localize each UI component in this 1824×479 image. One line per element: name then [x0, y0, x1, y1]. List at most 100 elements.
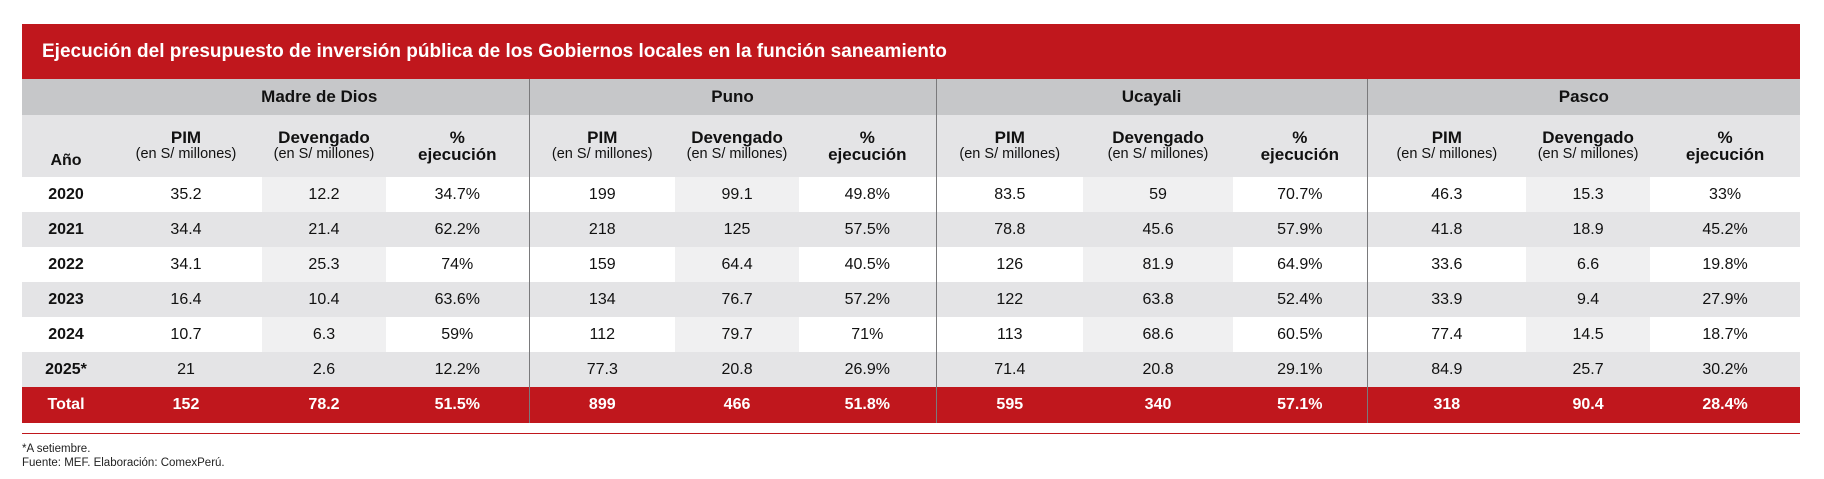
value-cell: 6.6: [1526, 247, 1651, 282]
ejecucion-header-label: %: [1292, 128, 1308, 147]
value-cell: 20.8: [675, 352, 800, 387]
table-row: 2023 16.4 10.4 63.6% 134 76.7 57.2% 122 63.8 52.4…: [22, 282, 1801, 317]
year-cell: 2021: [22, 212, 110, 247]
value-cell: 76.7: [675, 282, 800, 317]
value-cell: 113: [935, 317, 1084, 352]
value-cell: 126: [935, 247, 1084, 282]
table-title: Ejecución del presupuesto de inversión p…: [42, 40, 947, 62]
value-cell: 26.9%: [799, 352, 937, 387]
ejecucion-header: % ejecución: [386, 115, 530, 177]
year-cell: 2020: [22, 177, 110, 212]
value-cell: 34.1: [110, 247, 262, 282]
devengado-header-unit: (en S/ millones): [1107, 146, 1209, 162]
pim-header-label: PIM: [170, 128, 202, 147]
total-value-cell: 51.8%: [799, 387, 937, 423]
total-value-cell: 595: [935, 387, 1084, 423]
value-cell: 77.4: [1366, 317, 1527, 352]
region-header-pasco: Pasco: [1366, 79, 1801, 115]
value-cell: 52.4%: [1233, 282, 1368, 317]
pim-header-label: PIM: [587, 128, 618, 147]
pim-header: PIM (en S/ millones): [935, 115, 1084, 177]
pim-header-label: PIM: [1431, 128, 1462, 147]
ejecucion-header-unit: ejecución: [418, 145, 497, 164]
value-cell: 46.3: [1366, 177, 1527, 212]
value-cell: 2.6: [262, 352, 386, 387]
devengado-header-unit: (en S/ millones): [1537, 146, 1639, 162]
value-cell: 25.3: [262, 247, 386, 282]
value-cell: 45.2%: [1650, 212, 1801, 247]
pim-header-unit: (en S/ millones): [135, 146, 237, 162]
value-cell: 218: [528, 212, 676, 247]
ejecucion-header: % ejecución: [799, 115, 937, 177]
value-cell: 112: [528, 317, 676, 352]
ejecucion-header: % ejecución: [1650, 115, 1801, 177]
total-value-cell: 340: [1083, 387, 1234, 423]
devengado-header-unit: (en S/ millones): [686, 146, 788, 162]
value-cell: 134: [528, 282, 676, 317]
devengado-header: Devengado (en S/ millones): [1526, 115, 1651, 177]
value-cell: 68.6: [1083, 317, 1234, 352]
ejecucion-header: % ejecución: [1233, 115, 1368, 177]
table-row: 2025* 21 2.6 12.2% 77.3 20.8 26.9% 71.4 20.8 29.1…: [22, 352, 1801, 387]
value-cell: 18.7%: [1650, 317, 1801, 352]
total-value-cell: 57.1%: [1233, 387, 1368, 423]
region-header-row: Madre de Dios Puno Ucayali Pasco: [22, 79, 1801, 115]
value-cell: 40.5%: [799, 247, 937, 282]
value-cell: 59%: [386, 317, 530, 352]
value-cell: 63.8: [1083, 282, 1234, 317]
value-cell: 9.4: [1526, 282, 1651, 317]
total-value-cell: 51.5%: [386, 387, 530, 423]
ejecucion-header-unit: ejecución: [1685, 145, 1765, 164]
pim-header-unit: (en S/ millones): [551, 146, 653, 162]
pim-header-unit: (en S/ millones): [959, 146, 1061, 162]
value-cell: 64.4: [675, 247, 800, 282]
value-cell: 71.4: [935, 352, 1084, 387]
table-row: 2022 34.1 25.3 74% 159 64.4 40.5% 126 81.9 64.9% 3…: [22, 247, 1801, 282]
value-cell: 10.4: [262, 282, 386, 317]
value-cell: 49.8%: [799, 177, 937, 212]
value-cell: 60.5%: [1233, 317, 1368, 352]
total-label: Total: [22, 387, 110, 423]
value-cell: 29.1%: [1233, 352, 1368, 387]
ejecucion-header-label: %: [1717, 128, 1733, 147]
value-cell: 79.7: [675, 317, 800, 352]
column-header-row: Año PIM (en S/ millones) Devengado (en S/ m…: [22, 115, 1801, 177]
value-cell: 78.8: [935, 212, 1084, 247]
value-cell: 71%: [799, 317, 937, 352]
year-cell: 2022: [22, 247, 110, 282]
devengado-header: Devengado (en S/ millones): [675, 115, 800, 177]
value-cell: 16.4: [110, 282, 262, 317]
year-cell: 2025*: [22, 352, 110, 387]
budget-table: Madre de Dios Puno Ucayali Pasco Año PIM…: [22, 79, 1801, 423]
value-cell: 45.6: [1083, 212, 1234, 247]
value-cell: 33.6: [1366, 247, 1527, 282]
value-cell: 64.9%: [1233, 247, 1368, 282]
value-cell: 35.2: [110, 177, 262, 212]
value-cell: 21: [110, 352, 262, 387]
ejecucion-header-label: %: [449, 128, 465, 147]
devengado-header: Devengado (en S/ millones): [1083, 115, 1234, 177]
footnote: *A setiembre.: [22, 443, 91, 455]
table-row: 2021 34.4 21.4 62.2% 218 125 57.5% 78.8 45.6 57.9…: [22, 212, 1801, 247]
value-cell: 33.9: [1366, 282, 1527, 317]
devengado-header-unit: (en S/ millones): [273, 146, 375, 162]
region-header-madre-de-dios: Madre de Dios: [110, 79, 530, 115]
value-cell: 159: [528, 247, 676, 282]
value-cell: 12.2: [262, 177, 386, 212]
total-row: Total 152 78.2 51.5% 899 466 51.8% 595 340 57.1% 3…: [22, 387, 1801, 423]
total-value-cell: 90.4: [1526, 387, 1651, 423]
value-cell: 21.4: [262, 212, 386, 247]
total-value-cell: 466: [675, 387, 800, 423]
value-cell: 14.5: [1526, 317, 1651, 352]
value-cell: 59: [1083, 177, 1234, 212]
total-value-cell: 28.4%: [1650, 387, 1801, 423]
value-cell: 30.2%: [1650, 352, 1801, 387]
table-title-bar: Ejecución del presupuesto de inversión p…: [22, 24, 1800, 79]
devengado-header-label: Devengado: [278, 128, 370, 147]
value-cell: 18.9: [1526, 212, 1651, 247]
value-cell: 34.4: [110, 212, 262, 247]
value-cell: 27.9%: [1650, 282, 1801, 317]
value-cell: 122: [935, 282, 1084, 317]
pim-header: PIM (en S/ millones): [1366, 115, 1527, 177]
value-cell: 125: [675, 212, 800, 247]
